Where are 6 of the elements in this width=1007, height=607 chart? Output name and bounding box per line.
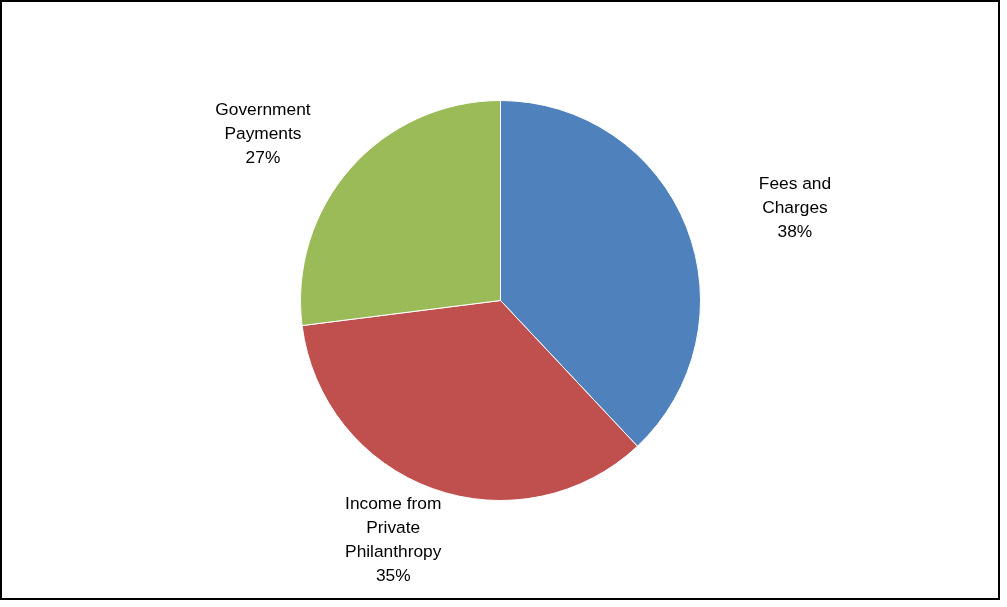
slice-label: Income from Private Philanthropy (345, 492, 442, 561)
data-label: 27% (245, 146, 281, 167)
slice-label: Government Payments (215, 98, 311, 143)
slice-label: Fees and Charges (758, 173, 832, 218)
data-label: 35% (375, 564, 411, 585)
data-label: 38% (777, 221, 813, 242)
